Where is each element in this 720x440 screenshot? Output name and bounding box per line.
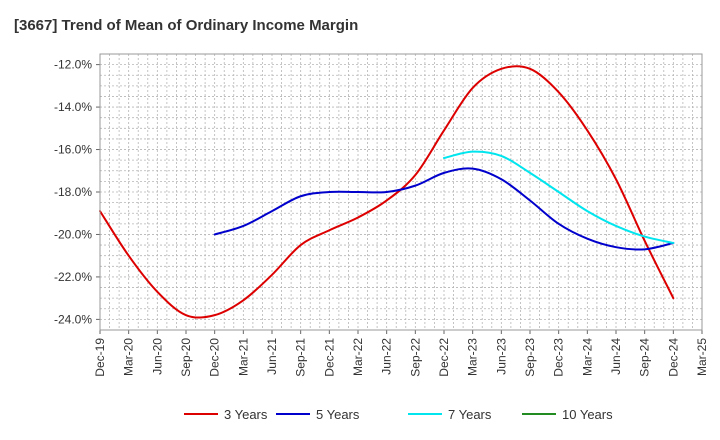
x-tick-label: Mar-21 xyxy=(236,338,250,376)
y-axis: -12.0% -14.0% -16.0% -18.0% -20.0% -22.0% -24.… xyxy=(54,58,100,326)
x-tick-label: Dec-19 xyxy=(93,338,107,377)
series-line-3-years xyxy=(99,65,675,319)
x-tick-label: Sep-23 xyxy=(523,338,537,377)
series-line-5-years xyxy=(213,167,675,251)
grid xyxy=(99,53,703,331)
x-tick-label: Jun-23 xyxy=(494,338,508,375)
legend-item-3-years: 3 Years xyxy=(184,407,268,422)
legend-item-10-years: 10 Years xyxy=(522,407,613,422)
x-tick-label: Sep-24 xyxy=(638,338,652,377)
legend-label: 7 Years xyxy=(448,407,492,422)
plot-border xyxy=(99,53,703,331)
x-tick-label: Mar-20 xyxy=(122,338,136,376)
x-tick-label: Mar-23 xyxy=(466,338,480,376)
x-tick-label: Sep-22 xyxy=(408,338,422,377)
legend-label: 3 Years xyxy=(224,407,268,422)
y-tick-label: -14.0% xyxy=(54,100,92,114)
chart-title: [3667] Trend of Mean of Ordinary Income … xyxy=(14,17,358,34)
x-tick-label: Jun-24 xyxy=(609,338,623,375)
y-tick-label: -24.0% xyxy=(54,312,92,326)
y-tick-label: -22.0% xyxy=(54,270,92,284)
y-tick-label: -16.0% xyxy=(54,143,92,157)
x-tick-label: Dec-22 xyxy=(437,338,451,377)
x-tick-label: Dec-24 xyxy=(666,338,680,377)
x-tick-label: Mar-24 xyxy=(580,338,594,376)
x-tick-label: Jun-20 xyxy=(150,338,164,375)
legend-label: 10 Years xyxy=(562,407,613,422)
x-tick-label: Mar-25 xyxy=(695,338,709,376)
y-tick-label: -12.0% xyxy=(54,58,92,72)
x-tick-label: Jun-21 xyxy=(265,338,279,375)
y-tick-label: -18.0% xyxy=(54,185,92,199)
legend-label: 5 Years xyxy=(316,407,360,422)
x-tick-label: Sep-20 xyxy=(179,338,193,377)
x-tick-label: Dec-20 xyxy=(208,338,222,377)
x-tick-label: Dec-21 xyxy=(322,338,336,377)
series-line-7-years xyxy=(443,150,675,244)
x-tick-label: Mar-22 xyxy=(351,338,365,376)
legend: 3 Years 5 Years 7 Years 10 Years xyxy=(184,407,613,422)
series-lines xyxy=(99,65,675,319)
y-tick-label: -20.0% xyxy=(54,227,92,241)
x-tick-label: Dec-23 xyxy=(552,338,566,377)
x-tick-label: Sep-21 xyxy=(294,338,308,377)
legend-item-7-years: 7 Years xyxy=(408,407,492,422)
x-axis: Dec-19 Mar-20 Jun-20 Sep-20 Dec-20 Mar-21 Jun-… xyxy=(93,330,709,377)
legend-item-5-years: 5 Years xyxy=(276,407,360,422)
x-tick-label: Jun-22 xyxy=(380,338,394,375)
